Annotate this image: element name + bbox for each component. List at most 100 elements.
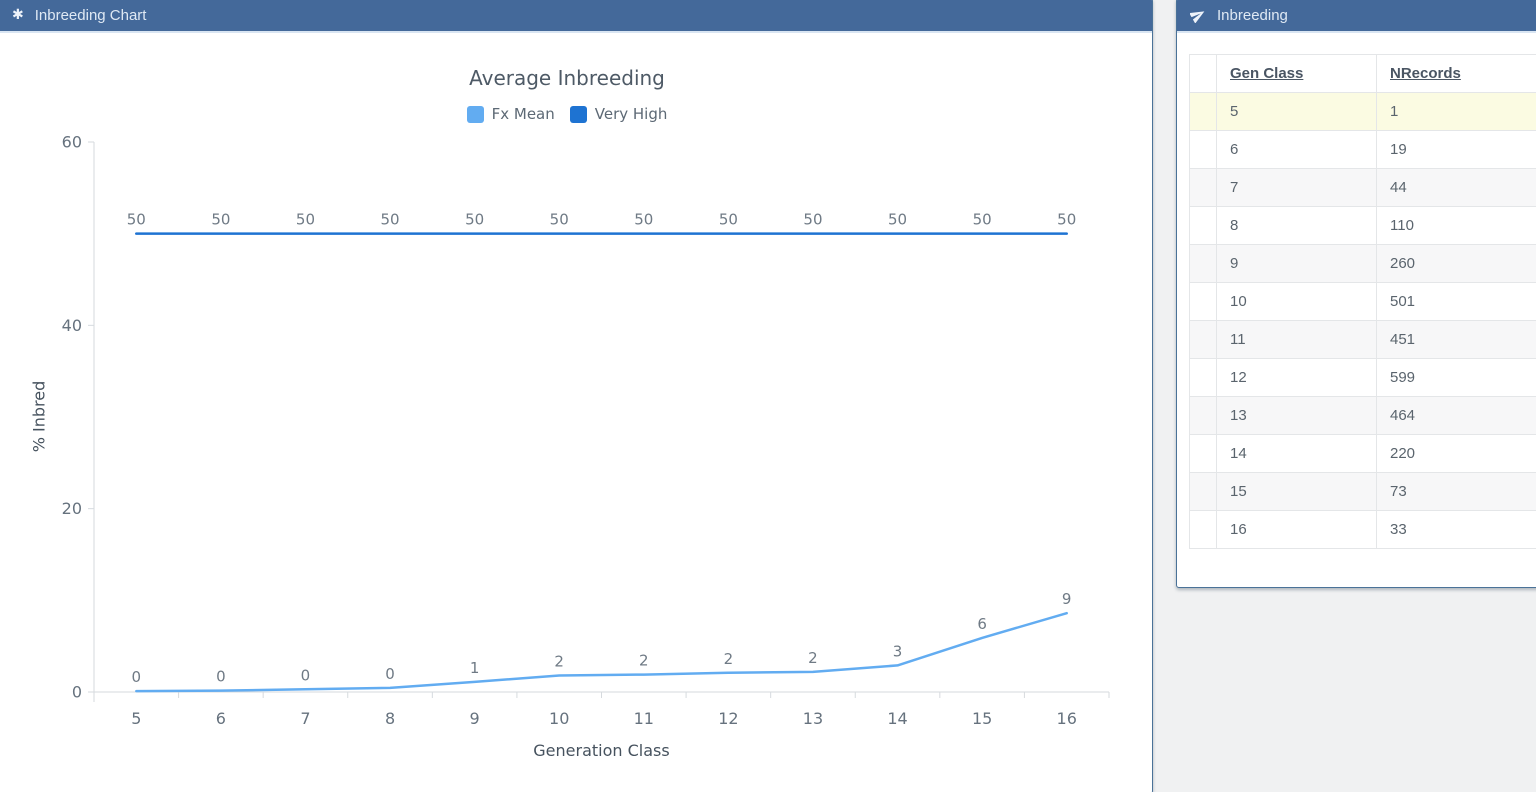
cell-blank: [1189, 396, 1217, 435]
y-axis-tick-label: 40: [62, 316, 82, 335]
table-row[interactable]: 13 464: [1189, 396, 1536, 435]
x-axis-tick-label: 9: [470, 709, 480, 728]
x-axis-tick-label: 16: [1057, 709, 1077, 728]
cell-nrecords: 33: [1376, 510, 1536, 549]
table-row[interactable]: 8 110: [1189, 206, 1536, 245]
legend-swatch-fx-mean: [466, 105, 484, 123]
legend-item-very-high[interactable]: Very High: [569, 105, 668, 123]
cell-gen-class: 13: [1216, 396, 1377, 435]
x-axis-title: Generation Class: [533, 741, 670, 760]
cell-gen-class: 12: [1216, 358, 1377, 397]
legend-label: Very High: [594, 105, 668, 123]
cell-gen-class: 15: [1216, 472, 1377, 511]
x-axis-tick-label: 5: [131, 709, 141, 728]
cell-gen-class: 16: [1216, 510, 1377, 549]
table-row[interactable]: 16 33: [1189, 510, 1536, 549]
table-row[interactable]: 10 501: [1189, 282, 1536, 321]
chart-legend: Fx Mean Very High: [0, 105, 1135, 123]
x-axis-tick-label: 7: [300, 709, 310, 728]
cell-nrecords: 260: [1376, 244, 1536, 283]
data-label-very-high: 50: [550, 211, 569, 229]
data-label-fx-mean: 2: [639, 652, 649, 670]
cell-nrecords: 110: [1376, 206, 1536, 245]
cell-gen-class: 9: [1216, 244, 1377, 283]
data-label-fx-mean: 9: [1062, 590, 1072, 608]
asterisk-icon: ✱: [12, 7, 24, 23]
cell-blank: [1189, 206, 1217, 245]
cell-gen-class: 10: [1216, 282, 1377, 321]
cell-nrecords: 1: [1376, 92, 1536, 131]
data-label-very-high: 50: [719, 211, 738, 229]
data-label-fx-mean: 0: [216, 668, 226, 686]
cell-gen-class: 5: [1216, 92, 1377, 131]
table-row[interactable]: 9 260: [1189, 244, 1536, 283]
data-label-very-high: 50: [296, 211, 315, 229]
cell-gen-class: 8: [1216, 206, 1377, 245]
table-row[interactable]: 6 19: [1189, 130, 1536, 169]
panel-title: Inbreeding: [1217, 6, 1288, 24]
cell-nrecords: 19: [1376, 130, 1536, 169]
x-axis-tick-label: 15: [972, 709, 992, 728]
legend-item-fx-mean[interactable]: Fx Mean: [466, 105, 555, 123]
inbreeding-table-panel: Inbreeding Gen Class NRecords 5 1 6 19 7 44 8 1…: [1176, 0, 1536, 588]
cell-blank: [1189, 92, 1217, 131]
table-row[interactable]: 11 451: [1189, 320, 1536, 359]
cell-blank: [1189, 510, 1217, 549]
cell-nrecords: 73: [1376, 472, 1536, 511]
y-axis-tick-label: 0: [72, 683, 82, 702]
inbreeding-table: Gen Class NRecords 5 1 6 19 7 44 8 110 9 260 10 501…: [1189, 54, 1536, 549]
inbreeding-table-panel-header: Inbreeding: [1177, 0, 1536, 33]
data-label-very-high: 50: [634, 211, 653, 229]
data-label-fx-mean: 2: [554, 653, 564, 671]
x-axis-tick-label: 12: [718, 709, 738, 728]
table-row[interactable]: 14 220: [1189, 434, 1536, 473]
x-axis-tick-label: 10: [549, 709, 569, 728]
cell-blank: [1189, 168, 1217, 207]
x-axis-tick-label: 13: [803, 709, 823, 728]
data-label-fx-mean: 6: [977, 615, 987, 633]
data-label-fx-mean: 0: [301, 666, 311, 684]
table-row[interactable]: 15 73: [1189, 472, 1536, 511]
data-label-fx-mean: 2: [808, 649, 818, 667]
data-label-fx-mean: 0: [385, 665, 395, 683]
data-label-fx-mean: 2: [724, 650, 734, 668]
x-axis-tick-label: 8: [385, 709, 395, 728]
y-axis-tick-label: 60: [62, 133, 82, 152]
cell-nrecords: 220: [1376, 434, 1536, 473]
cell-nrecords: 44: [1376, 168, 1536, 207]
table-row[interactable]: 7 44: [1189, 168, 1536, 207]
table-row[interactable]: 12 599: [1189, 358, 1536, 397]
cell-nrecords: 451: [1376, 320, 1536, 359]
cell-gen-class: 6: [1216, 130, 1377, 169]
data-label-very-high: 50: [973, 211, 992, 229]
x-axis-tick-label: 11: [634, 709, 654, 728]
cell-blank: [1189, 282, 1217, 321]
data-label-fx-mean: 1: [470, 659, 480, 677]
legend-swatch-very-high: [569, 105, 587, 123]
cell-nrecords: 599: [1376, 358, 1536, 397]
row-selector-column-header: [1189, 54, 1217, 93]
data-label-very-high: 50: [888, 211, 907, 229]
inbreeding-chart-panel: ✱ Inbreeding Chart Average Inbreeding Fx…: [0, 0, 1153, 792]
table-header-row: Gen Class NRecords: [1189, 54, 1536, 93]
data-label-very-high: 50: [803, 211, 822, 229]
column-header-gen-class[interactable]: Gen Class: [1216, 54, 1377, 93]
cell-blank: [1189, 244, 1217, 283]
data-label-very-high: 50: [211, 211, 230, 229]
legend-label: Fx Mean: [491, 105, 555, 123]
series-line-fx-mean[interactable]: [135, 611, 1068, 693]
data-label-fx-mean: 0: [132, 668, 142, 686]
cell-blank: [1189, 320, 1217, 359]
data-label-very-high: 50: [1057, 211, 1076, 229]
paper-plane-icon: [1190, 7, 1206, 23]
y-axis-title: % Inbred: [29, 380, 49, 453]
column-header-nrecords[interactable]: NRecords: [1376, 54, 1536, 93]
data-label-very-high: 50: [465, 211, 484, 229]
data-label-very-high: 50: [380, 211, 399, 229]
y-axis-tick-label: 20: [62, 499, 82, 518]
cell-nrecords: 464: [1376, 396, 1536, 435]
cell-gen-class: 11: [1216, 320, 1377, 359]
x-axis-tick-label: 14: [887, 709, 907, 728]
